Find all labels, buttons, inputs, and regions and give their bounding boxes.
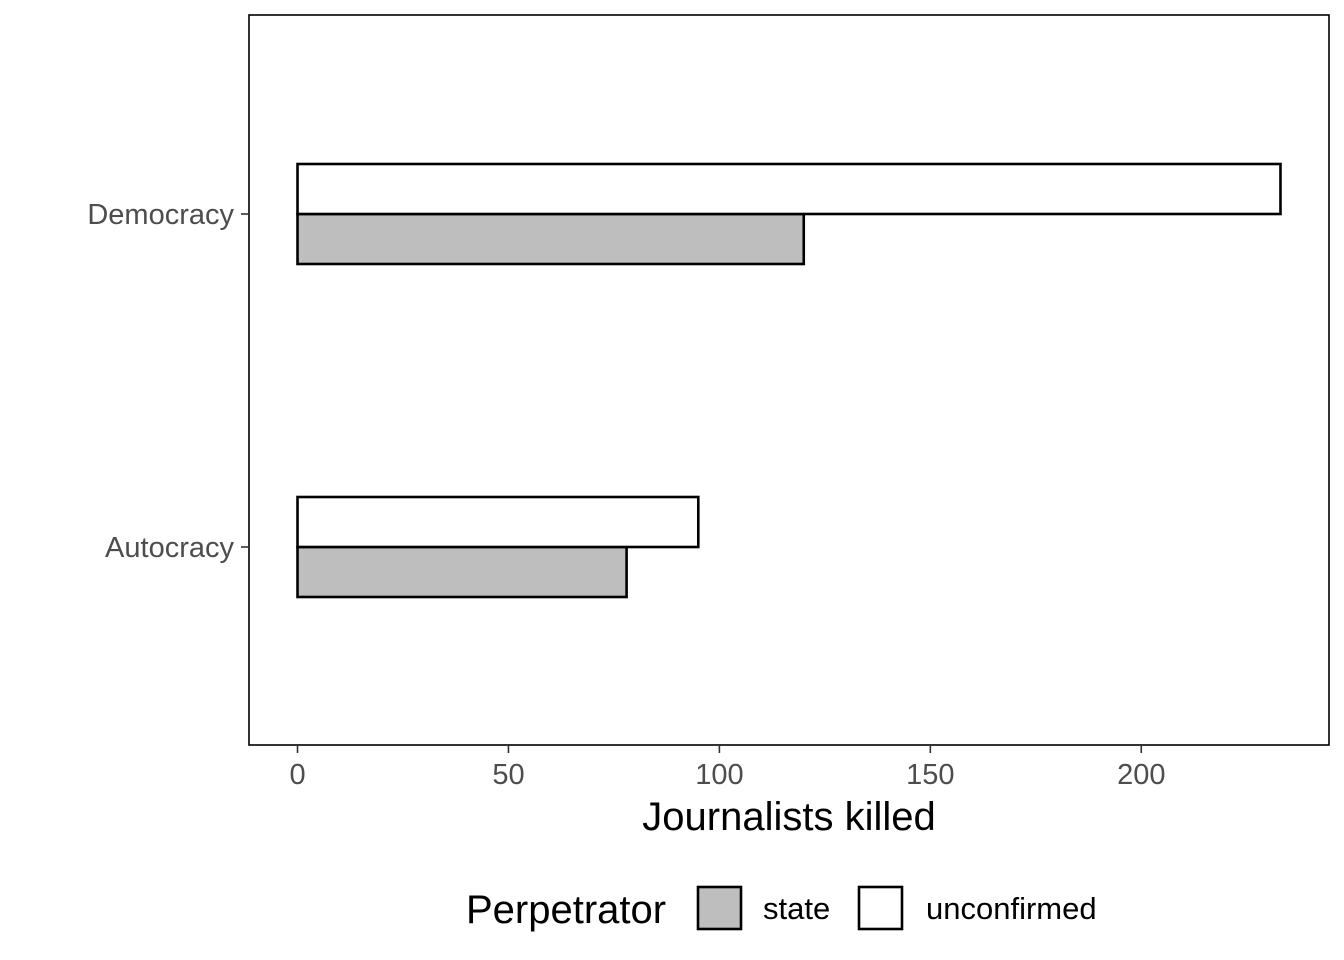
legend: Perpetrator state unconfirmed: [466, 885, 1097, 932]
x-tick-label-50: 50: [492, 759, 524, 791]
y-tick-label-autocracy: Autocracy: [105, 532, 234, 564]
x-axis-title: Journalists killed: [642, 795, 935, 839]
plot-panel-border: [248, 14, 1330, 746]
legend-label-unconfirmed: unconfirmed: [926, 891, 1097, 926]
legend-label-state: state: [763, 891, 830, 926]
bar-autocracy-state: [296, 545, 628, 599]
x-tick-label-200: 200: [1117, 759, 1165, 791]
legend-title: Perpetrator: [466, 888, 666, 932]
y-tick-label-democracy: Democracy: [87, 199, 234, 231]
bar-democracy-unconfirmed: [296, 162, 1282, 216]
x-tick-label-0: 0: [289, 759, 305, 791]
bar-autocracy-unconfirmed: [296, 495, 700, 549]
x-axis: 0 50 100 150 200: [289, 745, 1165, 791]
legend-items: state unconfirmed: [696, 885, 1097, 931]
bar-democracy-state: [296, 212, 806, 266]
x-tick-label-150: 150: [906, 759, 954, 791]
x-tick-label-100: 100: [695, 759, 743, 791]
legend-key-state: [696, 885, 743, 931]
y-axis: Democracy Autocracy: [87, 199, 249, 564]
bars-layer: [296, 162, 1282, 599]
legend-key-unconfirmed: [857, 885, 904, 931]
